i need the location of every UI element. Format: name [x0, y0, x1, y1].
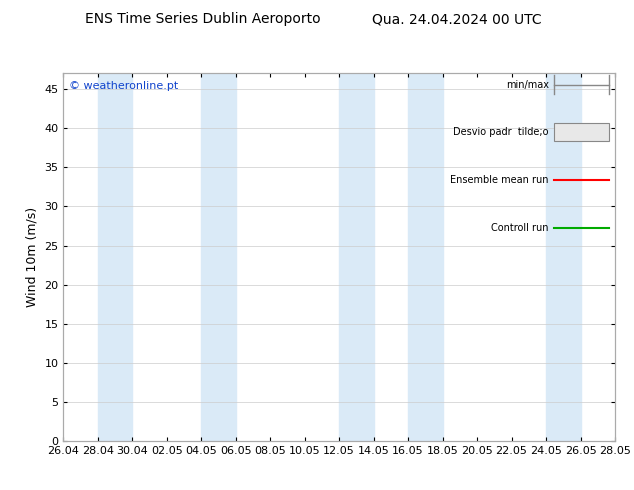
- Text: Ensemble mean run: Ensemble mean run: [450, 175, 549, 185]
- Text: Controll run: Controll run: [491, 223, 549, 233]
- Bar: [202, 74, 236, 441]
- Text: Qua. 24.04.2024 00 UTC: Qua. 24.04.2024 00 UTC: [372, 12, 541, 26]
- Text: Desvio padr  tilde;o: Desvio padr tilde;o: [453, 127, 549, 137]
- Text: © weatheronline.pt: © weatheronline.pt: [69, 81, 178, 91]
- Y-axis label: Wind 10m (m/s): Wind 10m (m/s): [26, 207, 39, 307]
- Bar: [98, 74, 133, 441]
- Bar: [546, 74, 581, 441]
- Bar: [339, 74, 373, 441]
- Bar: [408, 74, 443, 441]
- Text: min/max: min/max: [506, 79, 549, 90]
- Text: ENS Time Series Dublin Aeroporto: ENS Time Series Dublin Aeroporto: [85, 12, 321, 26]
- Bar: [554, 123, 609, 142]
